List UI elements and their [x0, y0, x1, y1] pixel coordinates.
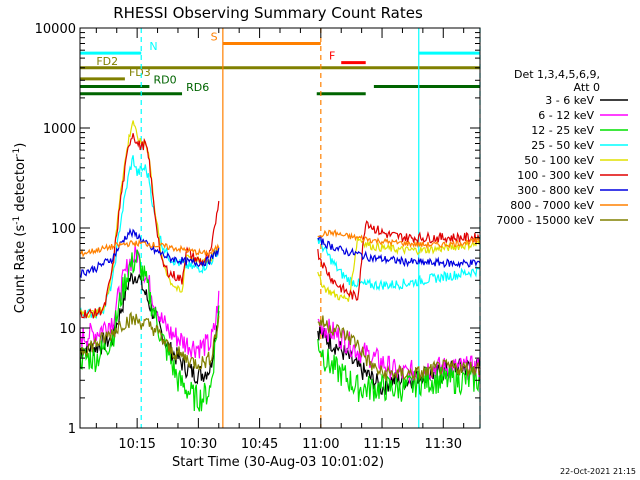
- legend-entry-label: 7000 - 15000 keV: [496, 214, 594, 227]
- legend-header: Att 0: [574, 81, 600, 94]
- flag-label: S: [211, 30, 218, 43]
- y-axis-label-mid: detector: [13, 156, 28, 216]
- y-axis-label-sup2: -1: [12, 148, 22, 157]
- series-line: [79, 238, 220, 258]
- flag-label: RD6: [186, 81, 209, 94]
- legend-entry-label: 3 - 6 keV: [545, 94, 594, 107]
- axis-layer: 1 10 100 1000 10000 10:15 10:30 10:45 11:00 11:15…: [35, 22, 481, 452]
- x-tick-label: 11:00: [302, 437, 339, 452]
- y-tick-label: 100: [51, 222, 76, 237]
- y-axis-label-main: Count Rate (s: [13, 225, 28, 314]
- legend-header: Det 1,3,4,5,6,9,: [514, 68, 600, 81]
- series-layer: [79, 120, 481, 412]
- series-line: [317, 236, 481, 302]
- y-tick-label: 1: [68, 422, 76, 437]
- flag-label: FD2: [96, 55, 118, 68]
- series-line: [317, 315, 481, 382]
- y-axis-label: Count Rate (s-1 detector-1): [12, 143, 28, 314]
- series-line: [317, 220, 481, 301]
- x-tick-label: 10:30: [180, 437, 217, 452]
- series-line: [317, 235, 481, 269]
- series-line: [79, 245, 220, 359]
- y-tick-label: 10: [59, 322, 76, 337]
- x-tick-label: 11:15: [363, 437, 400, 452]
- series-line: [317, 238, 481, 292]
- legend-entry-label: 300 - 800 keV: [517, 184, 594, 197]
- legend: Det 1,3,4,5,6,9,Att 03 - 6 keV 6 - 12 keV…: [496, 68, 628, 227]
- legend-entry-label: 25 - 50 keV: [531, 139, 594, 152]
- flag-label: FD3: [129, 66, 151, 79]
- legend-entry-label: 100 - 300 keV: [517, 169, 594, 182]
- legend-entry-label: 800 - 7000 keV: [510, 199, 594, 212]
- timestamp: 22-Oct-2021 21:15: [560, 467, 636, 476]
- x-tick-label: 11:30: [425, 437, 462, 452]
- x-tick-label: 10:15: [118, 437, 155, 452]
- y-axis-label-end: ): [13, 143, 28, 148]
- y-tick-label: 1000: [43, 122, 76, 137]
- legend-entry-label: 50 - 100 keV: [524, 154, 594, 167]
- series-line: [79, 311, 220, 371]
- legend-entry-label: 6 - 12 keV: [538, 109, 594, 122]
- flag-label: RD0: [153, 74, 176, 87]
- y-tick-label: 10000: [35, 22, 76, 37]
- x-axis-label: Start Time (30-Aug-03 10:01:02): [172, 455, 384, 470]
- series-line: [79, 249, 220, 412]
- x-tick-label: 10:45: [241, 437, 278, 452]
- series-line: [317, 229, 481, 250]
- series-line: [317, 338, 481, 403]
- y-axis-label-sup: -1: [12, 216, 22, 225]
- legend-entry-label: 12 - 25 keV: [531, 124, 594, 137]
- flag-label: F: [329, 50, 335, 63]
- chart-title: RHESSI Observing Summary Count Rates: [113, 4, 423, 22]
- flag-label: N: [149, 40, 157, 53]
- series-line: [79, 133, 220, 319]
